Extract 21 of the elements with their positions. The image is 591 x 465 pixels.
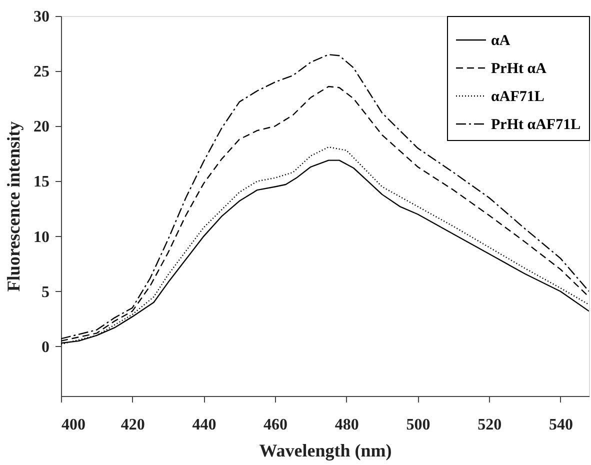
legend-label: αAF71L xyxy=(491,89,544,105)
y-tick-label: 0 xyxy=(42,338,50,356)
y-tick-label: 30 xyxy=(34,8,50,26)
x-tick-label: 520 xyxy=(478,416,502,434)
x-tick-label: 460 xyxy=(264,416,288,434)
y-axis-title: Fluorescence intensity xyxy=(4,121,24,292)
y-tick-label: 25 xyxy=(34,64,50,81)
x-tick-label: 400 xyxy=(62,416,86,434)
x-tick-label: 440 xyxy=(192,416,216,434)
legend-label: PrHt αA xyxy=(491,61,547,77)
x-tick-label: 420 xyxy=(120,416,145,434)
x-tick-label: 480 xyxy=(334,416,359,434)
x-tick-label: 500 xyxy=(406,416,430,434)
y-tick-label: 20 xyxy=(34,118,50,136)
y-tick-label: 10 xyxy=(34,228,50,246)
legend-label: PrHt αAF71L xyxy=(491,117,581,133)
y-tick-label: 5 xyxy=(42,284,50,301)
x-tick-label: 540 xyxy=(548,416,573,434)
y-tick-label: 15 xyxy=(34,174,50,191)
x-axis-title: Wavelength (nm) xyxy=(259,440,392,460)
legend-label: αA xyxy=(491,33,510,49)
